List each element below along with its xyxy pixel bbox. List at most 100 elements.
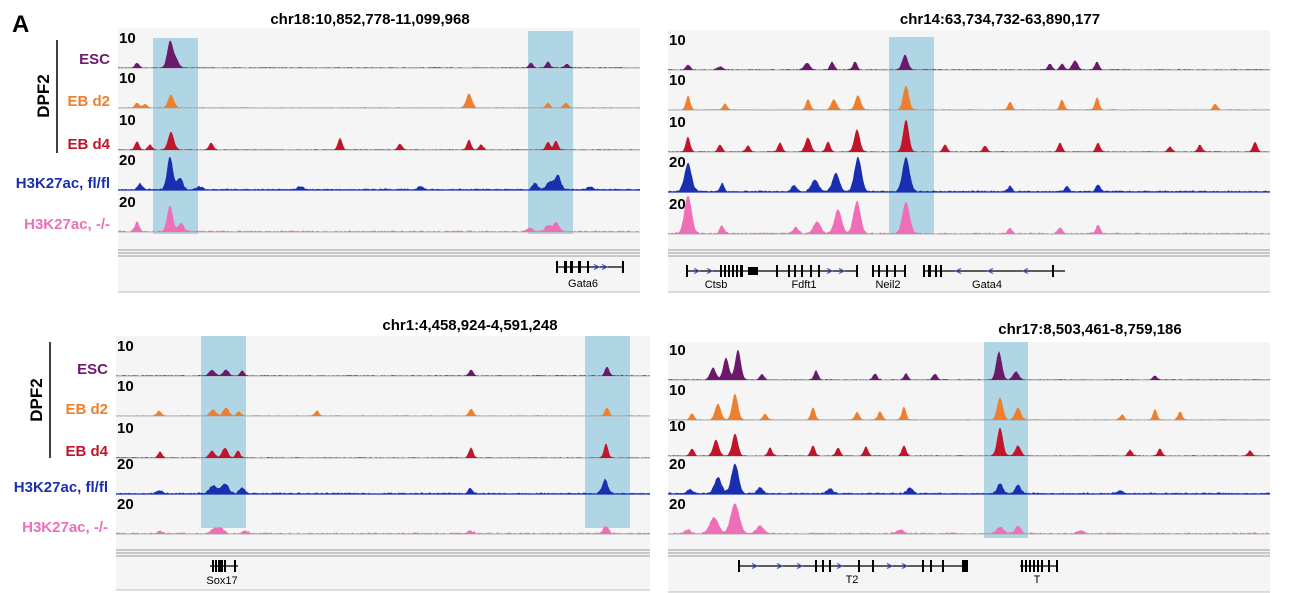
gene-model-gata6	[556, 261, 624, 273]
track-scale-label: 20	[117, 456, 134, 473]
gene-label: Sox17	[206, 575, 237, 587]
highlight-region	[528, 31, 573, 234]
region-title: chr14:63,734,732-63,890,177	[900, 11, 1100, 28]
gene-model-fdft1	[758, 265, 858, 277]
track-label-ebd4: EB d4	[65, 443, 108, 460]
signal-profile	[118, 156, 640, 190]
signal-track: 20	[668, 496, 1270, 535]
track-scale-label: 10	[669, 32, 686, 49]
gene-label: Ctsb	[705, 279, 728, 291]
browser-panel-chr1: chr1:4,458,924-4,591,248 10 10 10 20 20 Sox17	[116, 317, 650, 591]
signal-track: 20	[118, 152, 640, 191]
panel-letter: A	[12, 11, 29, 38]
track-scale-label: 10	[669, 114, 686, 131]
signal-track: 20	[116, 496, 650, 535]
gene-label: T	[1034, 574, 1041, 586]
signal-track: 10	[118, 30, 640, 69]
track-scale-label: 10	[117, 338, 134, 355]
signal-profile	[668, 503, 1270, 534]
signal-track: 10	[668, 418, 1270, 457]
track-scale-label: 20	[669, 196, 686, 213]
track-scale-label: 10	[669, 72, 686, 89]
signal-track: 10	[116, 378, 650, 417]
dpf2-label: DPF2	[27, 378, 46, 421]
gene-model-gata4	[923, 265, 1065, 277]
signal-track: 10	[118, 112, 640, 151]
gene-model-sox17	[210, 560, 238, 572]
track-label-ebd4: EB d4	[67, 136, 110, 153]
track-scale-label: 10	[117, 378, 134, 395]
track-scale-label: 20	[119, 152, 136, 169]
track-scale-label: 20	[669, 496, 686, 513]
signal-profile	[116, 478, 650, 494]
signal-track: 10	[116, 420, 650, 459]
panel-background	[668, 30, 1270, 292]
gene-model-t2	[738, 560, 968, 572]
signal-profile	[668, 195, 1270, 234]
highlight-region	[889, 37, 934, 234]
signal-profile	[118, 40, 640, 68]
left-labels-top: DPF2 ESC EB d2 EB d4 H3K27ac, fl/fl H3K2…	[16, 40, 111, 233]
region-title: chr17:8,503,461-8,759,186	[998, 321, 1181, 338]
track-label-ebd2: EB d2	[67, 93, 110, 110]
gene-model-neil2	[872, 265, 906, 277]
track-scale-label: 10	[119, 112, 136, 129]
gene-label: Fdft1	[791, 279, 816, 291]
gene-model-t	[1020, 560, 1058, 572]
track-scale-label: 20	[669, 154, 686, 171]
highlight-region	[984, 342, 1028, 538]
track-label-esc: ESC	[79, 51, 110, 68]
signal-track: 20	[668, 154, 1270, 193]
browser-panel-chr18: chr18:10,852,778-11,099,968 10 10 10 20 20 Gat…	[118, 11, 640, 293]
region-title: chr1:4,458,924-4,591,248	[382, 317, 557, 334]
highlight-region	[201, 336, 246, 528]
signal-profile	[116, 525, 650, 534]
signal-track: 20	[116, 456, 650, 495]
browser-panel-chr14: chr14:63,734,732-63,890,177 10 10 10 20 20 Cts…	[668, 11, 1270, 293]
signal-profile	[118, 131, 640, 150]
track-scale-label: 10	[669, 418, 686, 435]
signal-track: 10	[668, 342, 1270, 381]
signal-profile	[118, 93, 640, 108]
signal-track: 10	[116, 338, 650, 377]
signal-track: 20	[118, 194, 640, 233]
signal-track: 10	[118, 70, 640, 109]
gene-model-ctsb	[686, 265, 758, 277]
highlight-region	[585, 336, 630, 528]
track-label-h3k27ac-flfl: H3K27ac, fl/fl	[14, 479, 108, 496]
browser-panel-chr17: chr17:8,503,461-8,759,186 10 10 10 20 20 T2 T	[668, 321, 1270, 593]
gene-label: Gata6	[568, 278, 598, 290]
track-scale-label: 10	[669, 382, 686, 399]
track-scale-label: 10	[117, 420, 134, 437]
track-label-h3k27ac-ko: H3K27ac, -/-	[24, 216, 110, 233]
signal-track: 10	[668, 382, 1270, 421]
track-label-h3k27ac-ko: H3K27ac, -/-	[22, 519, 108, 536]
signal-track: 10	[668, 114, 1270, 153]
track-scale-label: 20	[117, 496, 134, 513]
track-scale-label: 10	[119, 30, 136, 47]
track-label-esc: ESC	[77, 361, 108, 378]
signal-track: 10	[668, 32, 1270, 71]
track-scale-label: 20	[119, 194, 136, 211]
signal-track: 10	[668, 72, 1270, 111]
signal-profile	[118, 206, 640, 232]
signal-profile	[668, 349, 1270, 380]
dpf2-label: DPF2	[34, 74, 53, 117]
track-label-ebd2: EB d2	[65, 401, 108, 418]
track-scale-label: 10	[669, 342, 686, 359]
signal-profile	[116, 407, 650, 416]
gene-label: Neil2	[875, 279, 900, 291]
highlight-region	[153, 38, 198, 234]
track-scale-label: 20	[669, 456, 686, 473]
signal-profile	[116, 443, 650, 458]
gene-label: Gata4	[972, 279, 1002, 291]
panel-background	[116, 336, 650, 590]
signal-profile	[668, 463, 1270, 494]
signal-track: 20	[668, 195, 1270, 235]
left-labels-bottom: DPF2 ESC EB d2 EB d4 H3K27ac, fl/fl H3K2…	[14, 342, 109, 536]
signal-track: 20	[668, 456, 1270, 495]
region-title: chr18:10,852,778-11,099,968	[270, 11, 469, 28]
track-label-h3k27ac-flfl: H3K27ac, fl/fl	[16, 175, 110, 192]
gene-label: T2	[846, 574, 859, 586]
